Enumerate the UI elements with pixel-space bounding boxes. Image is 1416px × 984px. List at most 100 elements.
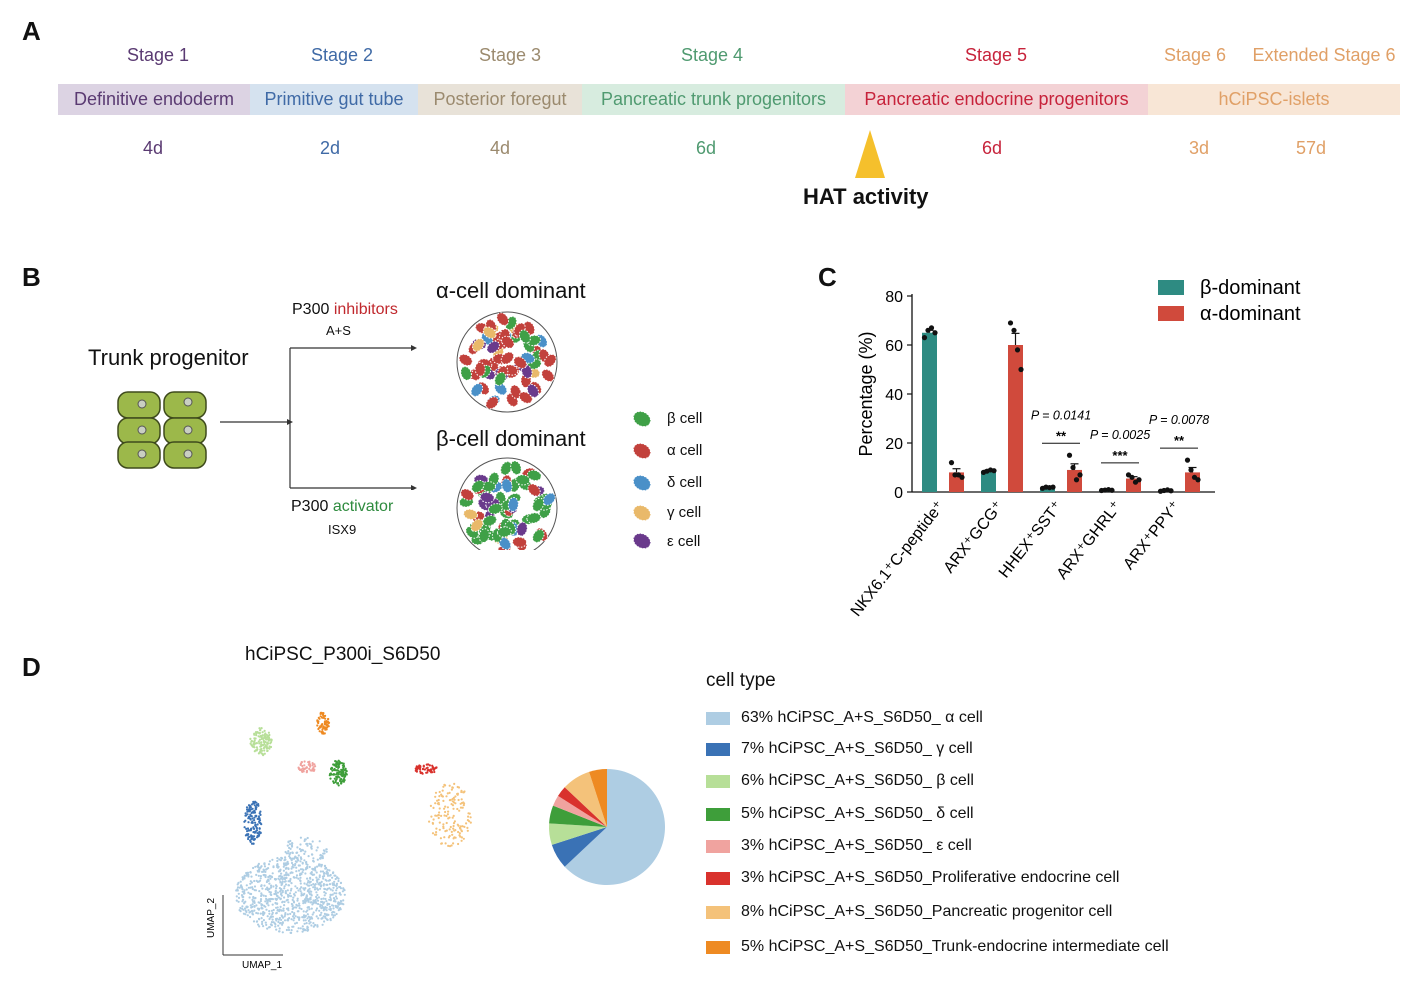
data-point bbox=[1018, 366, 1024, 373]
cell-type-legend-item: 7% hCiPSC_A+S_S6D50_ γ cell bbox=[706, 740, 973, 758]
p300-activator-label: P300 activator bbox=[291, 498, 394, 515]
cell-legend-icons bbox=[632, 410, 652, 550]
umap-x-label: UMAP_1 bbox=[242, 960, 282, 971]
panel-letter-c: C bbox=[818, 262, 837, 292]
y-tick-label: 60 bbox=[885, 338, 903, 355]
duration-4: 6d bbox=[695, 138, 717, 158]
legend-gamma-cell: γ cell bbox=[667, 504, 702, 521]
isx9-label: ISX9 bbox=[328, 522, 357, 537]
umap-y-label: UMAP_2 bbox=[206, 898, 217, 938]
alpha-dominant-title: α-cell dominant bbox=[436, 278, 586, 303]
legend-item-label: 8% hCiPSC_A+S_S6D50_Pancreatic progenito… bbox=[741, 903, 1113, 920]
legend-color-swatch bbox=[706, 871, 730, 885]
x-category-label: ARX⁺GCG⁺ bbox=[941, 498, 1007, 576]
legend-item-label: 7% hCiPSC_A+S_S6D50_ γ cell bbox=[741, 740, 973, 757]
beta-dominant-islet bbox=[456, 457, 558, 550]
legend-item-label: 3% hCiPSC_A+S_S6D50_Proliferative endocr… bbox=[741, 869, 1120, 886]
a-s-label: A+S bbox=[326, 323, 351, 338]
y-tick-label: 40 bbox=[885, 387, 903, 404]
pie-slice-0 bbox=[564, 769, 666, 885]
legend-epsilon-cell: ε cell bbox=[667, 533, 701, 550]
stage-label-3: Stage 3 bbox=[478, 45, 542, 65]
x-category-label: ARX⁺GHRL⁺ bbox=[1054, 498, 1125, 583]
legend-item-label: 6% hCiPSC_A+S_S6D50_ β cell bbox=[741, 772, 974, 789]
legend-color-swatch bbox=[706, 774, 730, 788]
legend-alpha-cell: α cell bbox=[667, 442, 703, 459]
stage-label-2: Stage 2 bbox=[310, 45, 374, 65]
cell-legend-swatch-4 bbox=[632, 532, 652, 550]
pie-slice-4 bbox=[553, 795, 607, 827]
cell-type-legend-item: 3% hCiPSC_A+S_S6D50_Proliferative endocr… bbox=[706, 869, 1119, 887]
data-point bbox=[1184, 457, 1191, 463]
p-value-label: P = 0.0025 bbox=[1090, 428, 1150, 442]
duration-extended-6: 57d bbox=[1295, 138, 1327, 158]
legend-color-swatch bbox=[706, 711, 730, 725]
data-point bbox=[948, 460, 955, 466]
legend-color-swatch bbox=[706, 839, 730, 853]
data-point bbox=[991, 468, 997, 474]
data-point bbox=[1188, 467, 1194, 473]
cell-legend-swatch-3 bbox=[632, 504, 652, 522]
data-point bbox=[932, 330, 938, 336]
p300-inhibitors-label: P300 inhibitors bbox=[292, 301, 398, 318]
data-point bbox=[1136, 477, 1142, 483]
legend-swatch-0 bbox=[1158, 280, 1184, 295]
data-point bbox=[1066, 452, 1073, 458]
pie-slice-5 bbox=[558, 787, 607, 827]
legend-item-label: 5% hCiPSC_A+S_S6D50_Trunk-endocrine inte… bbox=[741, 938, 1169, 955]
cell-legend-swatch-2 bbox=[632, 474, 652, 492]
data-point bbox=[959, 474, 965, 480]
significance-stars: *** bbox=[1112, 448, 1128, 463]
umap-title: hCiPSC_P300i_S6D50 bbox=[245, 644, 441, 665]
alpha-dominant-islet bbox=[456, 311, 558, 413]
legend-label-1: α-dominant bbox=[1200, 303, 1301, 325]
legend-item-label: 5% hCiPSC_A+S_S6D50_ δ cell bbox=[741, 805, 974, 822]
data-point bbox=[1168, 488, 1174, 494]
y-axis-label: Percentage (%) bbox=[856, 331, 876, 456]
data-point bbox=[1195, 477, 1201, 483]
data-point bbox=[1014, 347, 1021, 353]
legend-label-0: β-dominant bbox=[1200, 277, 1301, 299]
duration-5: 6d bbox=[981, 138, 1003, 158]
p-value-label: P = 0.0078 bbox=[1149, 413, 1209, 427]
y-tick-label: 0 bbox=[894, 485, 903, 502]
cell-legend-swatch-0 bbox=[632, 410, 652, 428]
cell-type-legend-item: 3% hCiPSC_A+S_S6D50_ ε cell bbox=[706, 837, 972, 855]
bar-0-2 bbox=[1040, 487, 1055, 492]
legend-color-swatch bbox=[706, 940, 730, 954]
bar-0-1 bbox=[981, 471, 996, 492]
data-point bbox=[1129, 474, 1135, 480]
data-point bbox=[1050, 484, 1056, 490]
pie-slice-7 bbox=[589, 769, 607, 827]
legend-item-label: 3% hCiPSC_A+S_S6D50_ ε cell bbox=[741, 837, 972, 854]
duration-6: 3d bbox=[1188, 138, 1210, 158]
bar-1-1 bbox=[1008, 345, 1023, 492]
trunk-cells-illustration bbox=[117, 391, 207, 469]
duration-2: 2d bbox=[319, 138, 341, 158]
pie-slice-2 bbox=[548, 823, 607, 845]
stage-bar-5: Pancreatic endocrine progenitors bbox=[845, 84, 1148, 115]
trunk-progenitor-label: Trunk progenitor bbox=[88, 345, 249, 370]
x-category-label: ARX⁺PPY⁺ bbox=[1120, 498, 1184, 573]
data-point bbox=[928, 325, 935, 331]
y-tick-label: 80 bbox=[885, 289, 903, 306]
panel-letter-a: A bbox=[22, 16, 41, 46]
pie-slice-6 bbox=[564, 771, 607, 827]
pie-slice-3 bbox=[549, 805, 607, 827]
data-point bbox=[1011, 327, 1017, 333]
y-tick-label: 20 bbox=[885, 436, 903, 453]
data-point bbox=[1007, 320, 1014, 326]
duration-1: 4d bbox=[142, 138, 164, 158]
legend-delta-cell: δ cell bbox=[667, 474, 703, 491]
data-point bbox=[1070, 464, 1076, 471]
stage-bar-2: Primitive gut tube bbox=[250, 84, 418, 115]
significance-stars: ** bbox=[1174, 433, 1185, 448]
legend-color-swatch bbox=[706, 807, 730, 821]
data-point bbox=[1073, 477, 1080, 483]
data-point bbox=[921, 335, 928, 341]
islet-illustrations bbox=[456, 311, 558, 550]
legend-beta-cell: β cell bbox=[667, 410, 703, 427]
x-category-label: NKX6.1⁺C-peptide⁺ bbox=[848, 498, 948, 620]
cell-type-legend-item: 6% hCiPSC_A+S_S6D50_ β cell bbox=[706, 772, 974, 790]
cell-type-legend-title: cell type bbox=[706, 670, 776, 691]
